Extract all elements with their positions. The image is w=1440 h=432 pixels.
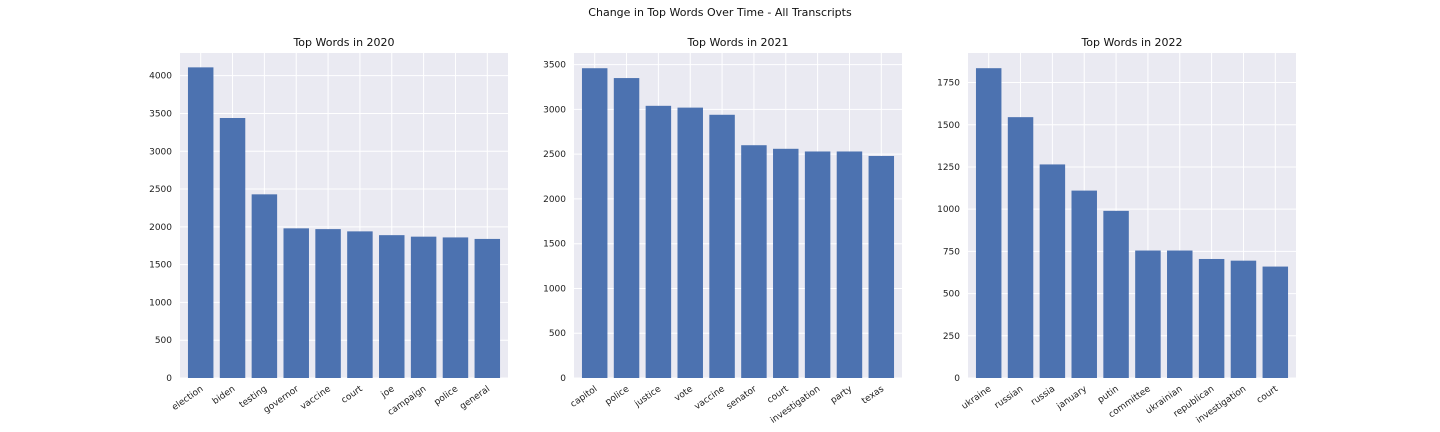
bar-republican [1198, 258, 1225, 378]
bar-justice [645, 105, 672, 378]
x-tick-label: election [170, 384, 205, 413]
x-tick-label: governor [262, 384, 301, 416]
y-tick-label: 1000 [149, 298, 172, 308]
bar-election [187, 67, 214, 378]
y-tick-label: 0 [560, 374, 566, 384]
y-tick-label: 500 [155, 336, 172, 346]
bar-putin [1103, 210, 1129, 378]
x-tick-label: party [829, 384, 855, 406]
bar-police [613, 78, 640, 378]
x-tick-label: ukraine [960, 384, 994, 412]
y-tick-label: 3000 [149, 147, 172, 157]
bar-russian [1007, 117, 1034, 378]
subplot-2021: Top Words in 2021 0 500 1000 1500 2000 2500 30… [543, 36, 902, 426]
bar-january [1071, 190, 1097, 378]
x-tick-label: court [766, 384, 791, 406]
y-tick-label: 0 [954, 374, 960, 384]
bar-biden [219, 118, 246, 378]
bar-russia [1039, 164, 1066, 378]
subplot-2020: Top Words in 2020 0 500 1000 1500 2000 2500 30… [149, 36, 508, 418]
bar-investigation [804, 151, 831, 378]
bar-investigation [1230, 260, 1257, 378]
y-tick-label: 3500 [543, 61, 566, 71]
x-tick-label: capitol [569, 384, 599, 410]
bar-joe [379, 235, 405, 378]
bar-ukraine [975, 68, 1002, 379]
subplot-title: Top Words in 2021 [686, 36, 788, 49]
subplot-2022: Top Words in 2022 0 250 500 750 1000 1250 1500… [937, 36, 1296, 426]
x-tick-label: january [1055, 384, 1090, 413]
y-tick-label: 0 [166, 374, 172, 384]
subplot-title: Top Words in 2022 [1080, 36, 1182, 49]
bar-vote [677, 107, 703, 379]
subplot-title: Top Words in 2020 [292, 36, 394, 49]
x-tick-label: russia [1029, 384, 1057, 408]
figure-title: Change in Top Words Over Time - All Tran… [588, 6, 852, 19]
x-tick-label: joe [379, 384, 397, 401]
y-tick-label: 250 [943, 332, 960, 342]
bar-texas [868, 155, 895, 378]
y-tick-label: 2000 [543, 195, 566, 205]
y-tick-label: 4000 [149, 72, 172, 82]
y-tick-label: 2000 [149, 223, 172, 233]
bar-police [442, 237, 469, 378]
x-tick-label: texas [860, 384, 886, 406]
bar-campaign [410, 236, 437, 378]
x-tick-label: general [458, 384, 492, 412]
y-tick-label: 1500 [543, 240, 566, 250]
x-tick-label: police [433, 384, 461, 408]
y-tick-label: 3000 [543, 105, 566, 115]
bar-capitol [581, 68, 608, 378]
bar-court [347, 231, 373, 378]
bar-party [836, 151, 863, 378]
y-tick-label: 1250 [937, 163, 960, 173]
x-tick-label: vote [673, 384, 695, 404]
y-tick-label: 1000 [543, 284, 566, 294]
bar-ukrainian [1167, 250, 1193, 378]
bar-vaccine [709, 114, 735, 379]
x-tick-label: police [604, 384, 632, 408]
bar-testing [251, 194, 278, 378]
y-tick-label: 2500 [149, 185, 172, 195]
bar-general [474, 238, 501, 378]
x-tick-label: vaccine [693, 384, 727, 412]
y-tick-label: 2500 [543, 150, 566, 160]
bar-court [1262, 266, 1289, 378]
x-tick-label: putin [1096, 384, 1121, 405]
x-tick-label: biden [211, 384, 237, 407]
y-tick-label: 3500 [149, 109, 172, 119]
bar-governor [283, 228, 309, 378]
x-tick-label: justice [632, 384, 663, 410]
y-tick-label: 500 [943, 290, 960, 300]
y-tick-label: 1500 [149, 261, 172, 271]
x-tick-label: vaccine [299, 384, 333, 412]
x-tick-label: senator [725, 384, 759, 412]
y-tick-label: 500 [549, 329, 566, 339]
x-tick-label: russian [993, 384, 1025, 411]
y-tick-label: 1500 [937, 121, 960, 131]
y-tick-label: 750 [943, 247, 960, 257]
y-tick-label: 1750 [937, 79, 960, 89]
bar-senator [741, 145, 767, 378]
bar-vaccine [315, 229, 341, 378]
x-tick-label: court [1255, 384, 1280, 406]
x-tick-label: court [340, 384, 365, 406]
y-tick-label: 1000 [937, 205, 960, 215]
bar-committee [1135, 250, 1161, 378]
bar-court [773, 148, 799, 378]
